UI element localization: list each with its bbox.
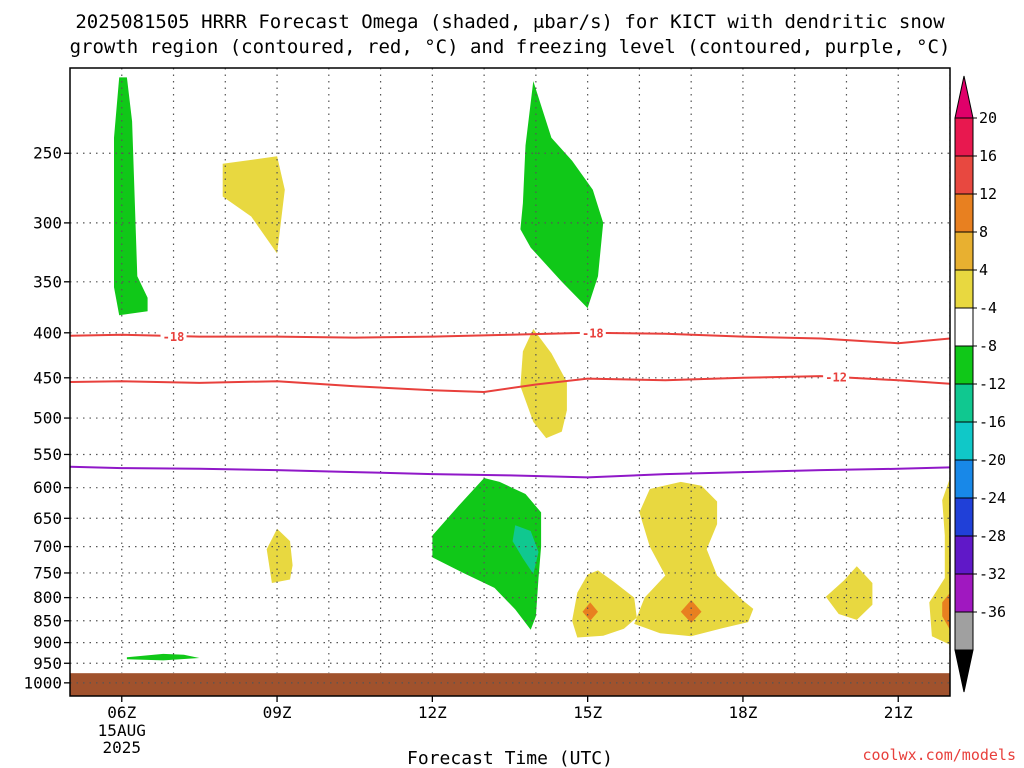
colorbar-label: -36 — [979, 603, 1006, 621]
x-tick-label: 06Z — [107, 703, 136, 722]
omega-region-15 — [126, 653, 200, 661]
y-tick-label: 400 — [33, 323, 62, 342]
contour-label--18-1: -18 — [163, 330, 185, 344]
chart-title-line1: 2025081505 HRRR Forecast Omega (shaded, … — [75, 11, 945, 33]
omega-region-1 — [114, 77, 148, 316]
x-axis-label: Forecast Time (UTC) — [407, 748, 613, 768]
y-tick-label: 900 — [33, 633, 62, 652]
colorbar-label: -28 — [979, 527, 1006, 545]
colorbar: 20 16 12 8 4 -4 -8 -12 -16 -20 -24 -28 -32 -36 — [954, 75, 1006, 693]
x-tick-sublabel: 15AUG — [98, 721, 146, 740]
colorbar-swatch — [954, 193, 974, 233]
omega-region-2 — [222, 156, 285, 254]
plot-frame — [69, 67, 951, 697]
chart-title-line2: growth region (contoured, red, °C) and f… — [70, 36, 951, 58]
y-tick-label: 650 — [33, 509, 62, 528]
omega-region-6 — [512, 525, 539, 574]
contour-label-bg — [579, 325, 606, 340]
colorbar-swatch — [954, 307, 974, 347]
colorbar-swatch — [954, 535, 974, 575]
omega-region-8 — [572, 570, 637, 638]
colorbar-label: -24 — [979, 489, 1006, 507]
colorbar-swatch — [954, 497, 974, 537]
colorbar-swatch — [954, 269, 974, 309]
colorbar-swatch — [954, 231, 974, 271]
colorbar-label: -12 — [979, 375, 1006, 393]
y-axis: 250 300 350 400 450 500 550 600 650 700 750 800 850 9… — [23, 144, 70, 692]
colorbar-bottom-arrow — [954, 649, 974, 693]
colorbar-swatch — [954, 155, 974, 195]
omega-region-12 — [825, 566, 873, 620]
x-tick-label: 15Z — [573, 703, 602, 722]
colorbar-label: -20 — [979, 451, 1006, 469]
credit-label: coolwx.com/models — [862, 746, 1016, 764]
y-tick-label: 800 — [33, 588, 62, 607]
colorbar-label: -32 — [979, 565, 1006, 583]
x-tick-label: 12Z — [418, 703, 447, 722]
y-tick-label: 600 — [33, 478, 62, 497]
colorbar-swatch — [954, 573, 974, 613]
ground-layer — [70, 673, 950, 696]
colorbar-swatch — [954, 611, 974, 651]
colorbar-swatch — [954, 459, 974, 499]
x-tick-label: 18Z — [728, 703, 757, 722]
y-tick-label: 700 — [33, 537, 62, 556]
colorbar-label: -4 — [979, 299, 997, 317]
omega-region-11 — [680, 600, 702, 623]
colorbar-swatch — [954, 421, 974, 461]
colorbar-top-arrow — [954, 75, 974, 119]
omega-region-7 — [266, 528, 293, 583]
y-tick-label: 350 — [33, 272, 62, 291]
contour-label--18-2: -18 — [582, 326, 604, 340]
omega-region-5 — [432, 478, 542, 630]
contour-label-bg — [160, 329, 187, 344]
y-tick-label: 300 — [33, 213, 62, 232]
colorbar-label: 4 — [979, 261, 988, 279]
colorbar-label: 20 — [979, 109, 997, 127]
colorbar-label: 12 — [979, 185, 997, 203]
colorbar-swatch — [954, 345, 974, 385]
colorbar-label: 16 — [979, 147, 997, 165]
y-tick-label: 450 — [33, 368, 62, 387]
colorbar-label: -16 — [979, 413, 1006, 431]
y-tick-label: 550 — [33, 445, 62, 464]
omega-region-3 — [520, 81, 604, 309]
contour-label-bg — [823, 369, 850, 384]
y-tick-label: 250 — [33, 144, 62, 163]
contour-line--12 — [70, 375, 950, 394]
contour-line--18 — [70, 331, 950, 345]
y-tick-label: 950 — [33, 654, 62, 673]
contour-label--12-1: -12 — [825, 370, 847, 384]
colorbar-label: 8 — [979, 223, 988, 241]
ground-fill — [70, 673, 950, 696]
contour-line-0 — [70, 465, 950, 479]
x-tick-sublabel: 2025 — [102, 738, 141, 757]
omega-shading — [114, 77, 950, 661]
y-tick-label: 750 — [33, 563, 62, 582]
colorbar-swatch — [954, 117, 974, 157]
x-tick-label: 09Z — [263, 703, 292, 722]
colorbar-swatch — [954, 383, 974, 423]
y-tick-label: 850 — [33, 611, 62, 630]
y-tick-label: 500 — [33, 409, 62, 428]
omega-region-10 — [582, 602, 598, 621]
omega-region-9 — [634, 481, 754, 637]
colorbar-label: -8 — [979, 337, 997, 355]
y-tick-label: 1000 — [23, 673, 62, 692]
temperature-contours: -18 -18 -12 — [70, 325, 950, 479]
x-tick-label: 21Z — [884, 703, 913, 722]
